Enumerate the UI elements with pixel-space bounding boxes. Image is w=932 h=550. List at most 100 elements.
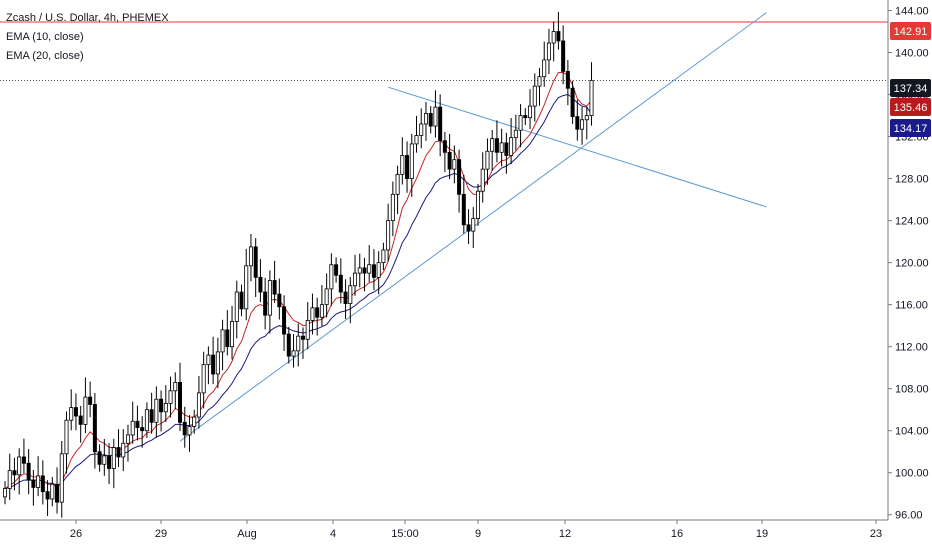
candle-body-down — [300, 335, 305, 340]
candle — [315, 297, 320, 336]
candle-body-up — [551, 31, 556, 44]
candle — [305, 302, 310, 350]
candle-body-down — [315, 307, 320, 318]
candle-body-down — [31, 479, 36, 488]
price-badge-bg — [890, 79, 931, 97]
candle-body-up — [475, 190, 480, 219]
candle — [334, 257, 339, 283]
candle — [475, 183, 480, 226]
candle-body-up — [353, 272, 358, 287]
candle — [258, 259, 263, 303]
candle-body-down — [211, 354, 216, 375]
candle-body-up — [400, 155, 405, 175]
candle-body-up — [173, 381, 178, 392]
price-badge-bg — [890, 22, 931, 40]
candle — [154, 386, 159, 438]
candle-body-up — [69, 407, 74, 421]
price-badge-label: 137.34 — [894, 83, 928, 95]
candle-body-up — [220, 329, 225, 353]
price-badge-bg — [890, 119, 931, 137]
candle-body-down — [182, 421, 187, 436]
trendline-2[interactable] — [387, 86, 767, 208]
price-tick-label: 144.00 — [895, 6, 929, 18]
candle — [371, 249, 376, 291]
price-tick-label: 108.00 — [895, 384, 929, 396]
candle — [111, 438, 116, 489]
candle — [187, 415, 192, 452]
candle — [419, 108, 424, 149]
candle — [390, 181, 395, 237]
candle — [116, 429, 121, 468]
candle-body-down — [78, 415, 83, 425]
price-badge-label: 134.17 — [894, 123, 928, 135]
candle — [329, 253, 334, 306]
candle — [178, 362, 183, 432]
candle-body-up — [471, 218, 476, 232]
candle — [73, 393, 78, 431]
candle-body-down — [494, 138, 499, 153]
candle-body-up — [215, 351, 220, 375]
candle-body-up — [267, 280, 272, 316]
candle-body-down — [428, 113, 433, 127]
candle-body-up — [234, 291, 239, 322]
candle-body-down — [438, 106, 443, 142]
price-badge-last-price: 137.34 — [890, 79, 931, 97]
price-axis[interactable]: 144.00140.00136.00132.00128.00124.00120.… — [887, 0, 929, 522]
candle-body-down — [258, 276, 263, 293]
candle — [206, 346, 211, 385]
symbol-title[interactable]: Zcash / U.S. Dollar, 4h, PHEMEX — [6, 12, 169, 24]
candle-body-down — [92, 404, 97, 453]
candle — [59, 441, 64, 518]
price-badge-label: 142.91 — [894, 26, 928, 38]
candle — [362, 257, 367, 292]
candle-body-down — [97, 451, 102, 465]
candle-body-down — [466, 224, 471, 232]
candle — [338, 258, 343, 304]
candle — [324, 273, 329, 318]
candle-body-up — [50, 483, 55, 500]
price-tick-label: 112.00 — [895, 342, 928, 354]
candle-body-up — [584, 115, 589, 121]
candle-body-up — [423, 113, 428, 125]
ema10-legend-label[interactable]: EMA (10, close) — [6, 31, 84, 43]
candle-body-up — [121, 442, 126, 458]
candle — [3, 481, 8, 505]
candle-body-down — [334, 264, 339, 276]
candle — [589, 62, 594, 126]
time-tick-label: 12 — [559, 528, 571, 540]
time-axis[interactable]: 26 29 Aug 4 15:00 9 12 16 19 23 — [0, 519, 888, 540]
candle — [168, 376, 173, 418]
ema20-legend-label[interactable]: EMA (20, close) — [6, 50, 84, 62]
candle — [215, 337, 220, 389]
candle — [386, 203, 391, 262]
candle — [50, 476, 55, 507]
candle — [17, 448, 22, 495]
candle — [485, 138, 490, 185]
candle — [575, 99, 580, 141]
candle-body-down — [45, 491, 50, 500]
candle — [144, 402, 149, 439]
candle-body-down — [371, 264, 376, 278]
candle-body-up — [291, 350, 296, 357]
candle-body-up — [546, 42, 551, 61]
candle-body-up — [367, 264, 372, 274]
price-tick-label: 124.00 — [895, 216, 929, 228]
candle-body-up — [192, 416, 197, 427]
candle — [452, 145, 457, 184]
candle — [69, 389, 74, 431]
candle — [471, 207, 476, 249]
candle-body-down — [73, 407, 78, 417]
candle — [353, 254, 358, 296]
candle-body-up — [485, 150, 490, 170]
candle — [130, 401, 135, 444]
candle — [584, 106, 589, 140]
candle — [405, 141, 410, 193]
candle — [159, 390, 164, 432]
candle-body-down — [523, 115, 528, 119]
candle-body-up — [244, 265, 249, 310]
candle-body-up — [102, 455, 107, 465]
candle-body-up — [163, 402, 168, 413]
time-tick-label: Aug — [237, 528, 257, 540]
candle-body-up — [59, 453, 64, 503]
